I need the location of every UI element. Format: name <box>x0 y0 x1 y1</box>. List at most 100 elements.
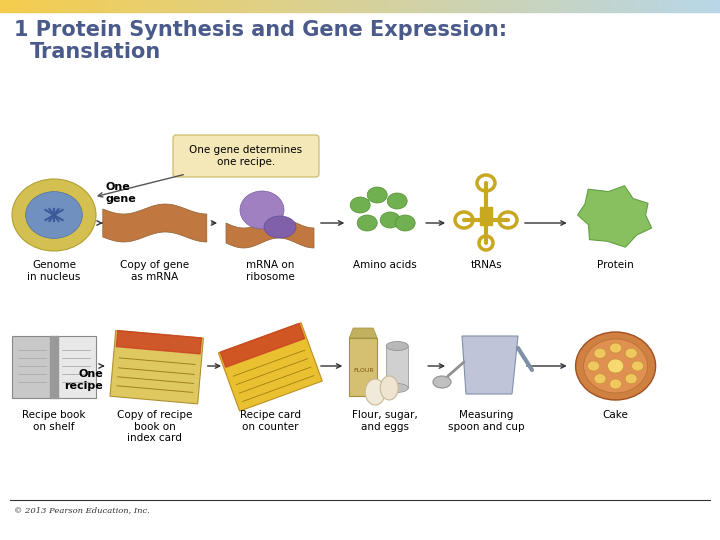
Bar <box>583 0 585 12</box>
Bar <box>189 0 192 12</box>
Bar <box>569 0 571 12</box>
Bar <box>216 0 218 12</box>
Ellipse shape <box>588 361 600 371</box>
Bar <box>31 0 34 12</box>
Bar <box>391 0 394 12</box>
Bar <box>682 0 684 12</box>
Bar <box>202 0 204 12</box>
Bar <box>461 0 463 12</box>
Text: Copy of recipe
book on
index card: Copy of recipe book on index card <box>117 410 192 443</box>
Bar <box>559 0 562 12</box>
Bar <box>562 0 564 12</box>
Bar <box>53 0 55 12</box>
Bar <box>531 0 533 12</box>
Ellipse shape <box>631 361 644 371</box>
Bar <box>65 0 67 12</box>
Bar <box>297 0 300 12</box>
Bar <box>571 0 574 12</box>
Bar <box>423 0 425 12</box>
Polygon shape <box>462 336 518 394</box>
Bar <box>338 0 341 12</box>
Bar <box>703 0 706 12</box>
Bar <box>12 0 14 12</box>
Bar <box>343 0 346 12</box>
Bar <box>665 0 667 12</box>
Ellipse shape <box>584 339 647 393</box>
Bar <box>372 0 374 12</box>
Text: Protein: Protein <box>597 260 634 270</box>
Bar <box>405 0 408 12</box>
Bar <box>142 0 144 12</box>
Bar <box>17 0 19 12</box>
Bar <box>711 0 713 12</box>
Bar <box>106 0 108 12</box>
Bar <box>0 0 2 12</box>
Bar <box>526 0 528 12</box>
Bar <box>101 0 103 12</box>
Bar <box>670 0 672 12</box>
Bar <box>300 0 302 12</box>
Ellipse shape <box>367 187 387 203</box>
Bar <box>89 0 91 12</box>
Bar <box>153 0 156 12</box>
Bar <box>254 0 257 12</box>
Bar <box>504 0 506 12</box>
Bar <box>480 207 492 225</box>
Ellipse shape <box>625 374 637 384</box>
Bar <box>9 0 12 12</box>
Polygon shape <box>349 328 377 338</box>
Bar <box>225 0 228 12</box>
Bar <box>103 0 106 12</box>
Bar <box>418 0 420 12</box>
Polygon shape <box>50 336 58 398</box>
Bar <box>81 0 84 12</box>
Bar <box>175 0 178 12</box>
Bar <box>585 0 588 12</box>
Bar <box>396 0 398 12</box>
Bar <box>495 0 497 12</box>
Bar <box>67 0 70 12</box>
Bar <box>283 0 286 12</box>
Bar <box>655 0 657 12</box>
Bar <box>511 0 513 12</box>
Text: Recipe card
on counter: Recipe card on counter <box>240 410 300 431</box>
Bar <box>581 0 583 12</box>
Bar <box>139 0 142 12</box>
Bar <box>593 0 595 12</box>
Bar <box>634 0 636 12</box>
Text: Measuring
spoon and cup: Measuring spoon and cup <box>448 410 524 431</box>
Bar <box>693 0 696 12</box>
Bar <box>679 0 682 12</box>
Bar <box>684 0 686 12</box>
Bar <box>365 0 367 12</box>
Bar <box>204 0 207 12</box>
Ellipse shape <box>594 374 606 384</box>
Bar <box>408 0 410 12</box>
Ellipse shape <box>610 343 621 353</box>
Bar <box>456 0 459 12</box>
Bar <box>643 0 646 12</box>
Text: Copy of gene
as mRNA: Copy of gene as mRNA <box>120 260 189 281</box>
Bar <box>74 0 77 12</box>
Bar <box>631 0 634 12</box>
Text: Recipe book
on shelf: Recipe book on shelf <box>22 410 86 431</box>
Bar <box>499 0 502 12</box>
Bar <box>324 0 326 12</box>
Bar <box>312 0 315 12</box>
Bar <box>552 0 554 12</box>
Bar <box>197 0 199 12</box>
Bar <box>38 0 41 12</box>
Bar <box>302 0 305 12</box>
Bar <box>29 0 31 12</box>
Bar <box>353 0 355 12</box>
Bar <box>689 0 691 12</box>
Bar <box>125 0 127 12</box>
Bar <box>516 0 518 12</box>
Bar <box>629 0 631 12</box>
Bar <box>55 0 58 12</box>
Ellipse shape <box>357 215 377 231</box>
Bar <box>221 0 223 12</box>
Bar <box>290 0 293 12</box>
Bar <box>293 0 295 12</box>
Bar <box>686 0 689 12</box>
